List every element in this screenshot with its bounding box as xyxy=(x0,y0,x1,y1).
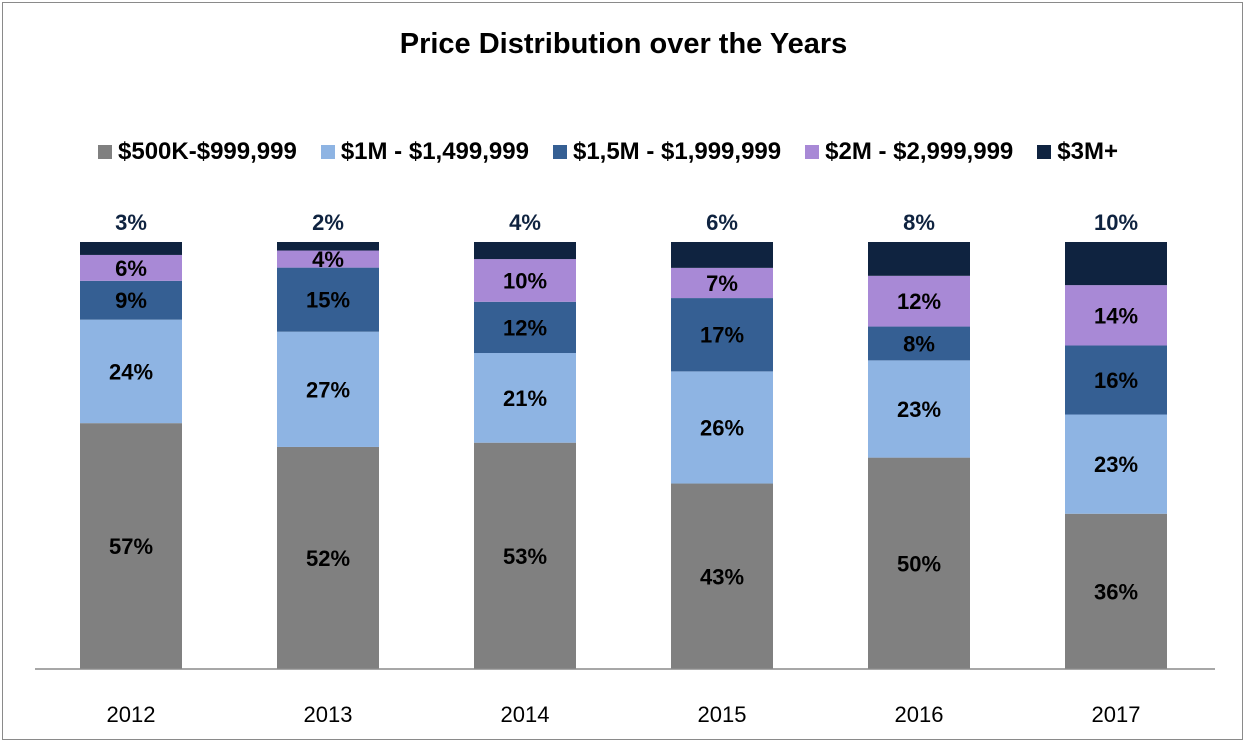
data-label-2016-s4: 8% xyxy=(903,210,935,235)
data-label-2017-s1: 23% xyxy=(1094,452,1138,477)
data-label-2016-s3: 12% xyxy=(897,289,941,314)
legend-item-500k: $500K-$999,999 xyxy=(98,138,297,166)
data-label-2012-s3: 6% xyxy=(115,256,147,281)
bar-segment-2013-s4 xyxy=(277,242,379,251)
bar-segment-2014-s0 xyxy=(474,442,576,669)
bar-segment-2015-s0 xyxy=(671,483,773,669)
bar-segment-2017-s4 xyxy=(1065,242,1167,286)
bar-segment-2015-s1 xyxy=(671,371,773,484)
data-label-2012-s4: 3% xyxy=(115,210,147,235)
legend-swatch-1m xyxy=(320,145,335,159)
data-label-2014-s2: 12% xyxy=(503,315,547,340)
legend-swatch-2m xyxy=(805,145,820,159)
bar-segment-2012-s2 xyxy=(80,280,182,320)
data-label-2012-s1: 24% xyxy=(109,359,153,384)
chart-title: Price Distribution over the Years xyxy=(399,28,848,60)
data-label-2013-s4: 2% xyxy=(312,210,344,235)
legend-item-3m: $3M+ xyxy=(1037,138,1118,166)
data-label-2016-s0: 50% xyxy=(897,551,941,576)
bar-segment-2012-s3 xyxy=(80,254,182,281)
bar-segment-2013-s0 xyxy=(277,446,379,669)
data-label-2013-s2: 15% xyxy=(306,288,350,313)
legend-label-1-5m: $1,5M - $1,999,999 xyxy=(572,138,782,165)
bar-segment-2012-s1 xyxy=(80,319,182,424)
bar-segment-2014-s2 xyxy=(474,301,576,354)
legend-label-1m: $1M - $1,499,999 xyxy=(340,138,529,165)
bar-segment-2016-s4 xyxy=(868,242,970,276)
bar-segment-2013-s2 xyxy=(277,267,379,332)
legend-swatch-1-5m xyxy=(552,145,567,159)
data-label-2014-s4: 4% xyxy=(509,210,541,235)
legend-label-500k: $500K-$999,999 xyxy=(118,138,297,165)
data-label-2012-s0: 57% xyxy=(109,534,153,559)
data-label-2014-s3: 10% xyxy=(503,268,547,293)
bar-segment-2014-s1 xyxy=(474,353,576,443)
legend-swatch-3m xyxy=(1037,145,1052,159)
bar-segment-2014-s3 xyxy=(474,259,576,302)
data-label-2012-s2: 9% xyxy=(115,288,147,313)
bar-segment-2017-s3 xyxy=(1065,285,1167,346)
bar-segment-2016-s0 xyxy=(868,457,970,669)
legend-item-1m: $1M - $1,499,999 xyxy=(320,138,529,166)
data-label-2013-s0: 52% xyxy=(306,546,350,571)
data-label-2017-s2: 16% xyxy=(1094,368,1138,393)
bar-segment-2015-s3 xyxy=(671,267,773,299)
data-label-2016-s1: 23% xyxy=(897,397,941,422)
data-label-2015-s2: 17% xyxy=(700,323,744,348)
bar-segment-2012-s4 xyxy=(80,242,182,255)
bar-segment-2016-s2 xyxy=(868,326,970,361)
legend-label-2m: $2M - $2,999,999 xyxy=(825,138,1014,165)
bar-segment-2017-s2 xyxy=(1065,345,1167,415)
bar-segment-2017-s1 xyxy=(1065,414,1167,514)
bar-segment-2015-s4 xyxy=(671,242,773,268)
bar-segment-2012-s0 xyxy=(80,423,182,669)
data-label-2015-s0: 43% xyxy=(700,564,744,589)
data-label-2013-s1: 27% xyxy=(306,377,350,402)
data-label-2017-s4: 10% xyxy=(1094,210,1138,235)
x-tick-label-2012: 2012 xyxy=(107,702,156,727)
legend-label-3m: $3M+ xyxy=(1057,138,1118,165)
data-label-2015-s3: 7% xyxy=(706,271,738,296)
legend-item-1-5m: $1,5M - $1,999,999 xyxy=(552,138,782,166)
legend-swatch-500k xyxy=(98,145,112,159)
bar-segment-2014-s4 xyxy=(474,242,576,260)
data-label-2013-s3: 4% xyxy=(312,247,344,272)
legend-item-2m: $2M - $2,999,999 xyxy=(805,138,1013,166)
bar-segment-2016-s1 xyxy=(868,360,970,458)
data-label-2015-s1: 26% xyxy=(700,415,744,440)
bar-segment-2016-s3 xyxy=(868,275,970,327)
data-label-2014-s1: 21% xyxy=(503,386,547,411)
x-tick-label-2013: 2013 xyxy=(304,702,353,727)
data-label-2015-s4: 6% xyxy=(706,210,738,235)
x-tick-label-2017: 2017 xyxy=(1092,702,1141,727)
bar-segment-2013-s3 xyxy=(277,250,379,268)
x-tick-label-2014: 2014 xyxy=(501,702,550,727)
data-label-2017-s0: 36% xyxy=(1094,579,1138,604)
legend: $500K-$999,999 $1M - $1,499,999 $1,5M - … xyxy=(98,136,1118,168)
x-tick-label-2016: 2016 xyxy=(895,702,944,727)
bar-segment-2015-s2 xyxy=(671,298,773,372)
data-label-2017-s3: 14% xyxy=(1094,303,1138,328)
x-tick-label-2015: 2015 xyxy=(698,702,747,727)
bar-segment-2013-s1 xyxy=(277,331,379,447)
data-label-2014-s0: 53% xyxy=(503,544,547,569)
data-label-2016-s2: 8% xyxy=(903,331,935,356)
bar-segment-2017-s0 xyxy=(1065,513,1167,669)
